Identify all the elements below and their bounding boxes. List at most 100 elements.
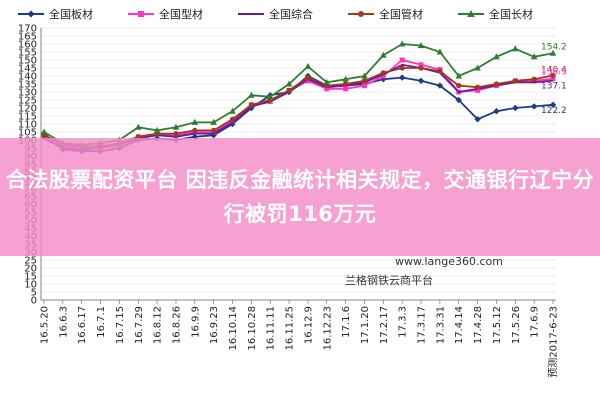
data-point xyxy=(266,93,274,100)
x-tick-label: 17.3.3 xyxy=(398,306,409,338)
legend-item: 全国综合 xyxy=(238,7,313,21)
y-tick-label: 10 xyxy=(24,280,37,291)
x-tick-label: 16.11.25 xyxy=(285,306,296,351)
x-tick-label: 16.7.1 xyxy=(96,306,107,338)
data-point xyxy=(380,51,387,58)
data-point xyxy=(418,65,424,71)
data-point xyxy=(286,87,292,93)
data-point xyxy=(550,76,556,82)
data-point xyxy=(305,78,311,84)
x-tick-label: 17.4.14 xyxy=(454,306,465,344)
legend-item: 全国板材 xyxy=(18,7,93,21)
x-tick-label: 预测2017-6-23 xyxy=(547,306,560,378)
data-point xyxy=(530,53,538,60)
x-tick-label: 16.9.9 xyxy=(190,306,201,338)
data-point xyxy=(343,86,349,92)
data-point xyxy=(550,72,556,78)
x-tick-label: 16.8.26 xyxy=(171,306,182,344)
data-point xyxy=(437,68,443,74)
data-point xyxy=(248,91,255,98)
x-tick-label: 17.3.17 xyxy=(417,306,428,344)
legend-marker xyxy=(138,11,144,17)
data-point xyxy=(229,116,236,122)
y-tick-label: 160 xyxy=(18,40,37,51)
data-point xyxy=(417,42,425,49)
y-tick-label: 25 xyxy=(24,256,37,267)
data-point xyxy=(361,83,367,89)
y-tick-label: 135 xyxy=(18,80,37,91)
data-point xyxy=(436,48,444,55)
series-line xyxy=(43,59,554,149)
y-tick-label: 140 xyxy=(18,72,37,83)
data-point xyxy=(456,83,462,89)
y-tick-label: 170 xyxy=(18,24,37,35)
series-lines xyxy=(40,40,557,155)
data-point xyxy=(323,78,331,85)
x-axis: 16.5.20 16.6.3 16.6.17 16.7.1 16.7.15 16.7.29… xyxy=(40,299,560,378)
y-tick-label: 0 xyxy=(31,296,37,307)
data-point xyxy=(530,103,538,110)
data-point xyxy=(512,104,519,112)
x-tick-label: 16.10.14 xyxy=(228,306,239,351)
series-3 xyxy=(43,63,554,151)
y-tick-label: 110 xyxy=(18,120,37,131)
data-point xyxy=(493,81,500,87)
data-point xyxy=(40,128,48,135)
data-point xyxy=(361,72,368,79)
watermark-url: www.lange360.com xyxy=(395,255,503,268)
data-point xyxy=(172,123,180,130)
y-tick-label: 150 xyxy=(18,56,37,67)
data-point xyxy=(398,74,406,81)
legend-marker xyxy=(358,11,364,17)
data-point xyxy=(192,127,198,133)
x-tick-label: 16.6.3 xyxy=(58,306,69,338)
data-point xyxy=(342,75,349,82)
y-tick-label: 105 xyxy=(18,128,37,139)
legend-label: 全国型材 xyxy=(159,7,203,21)
data-point xyxy=(211,127,217,133)
data-point xyxy=(399,65,405,71)
x-tick-label: 16.12.23 xyxy=(322,306,333,351)
data-point xyxy=(549,49,557,56)
data-point xyxy=(248,102,254,108)
x-tick-label: 17.6.9 xyxy=(530,306,541,338)
end-value-label: 140.4 xyxy=(541,65,567,75)
legend-item: 全国长材 xyxy=(458,7,533,21)
data-point xyxy=(455,72,463,79)
data-point xyxy=(324,86,330,92)
data-point xyxy=(474,64,481,71)
y-tick-label: 15 xyxy=(24,272,37,283)
data-point xyxy=(512,78,518,84)
y-tick-label: 5 xyxy=(31,288,37,299)
data-point xyxy=(549,101,557,108)
data-point xyxy=(361,78,368,84)
legend-label: 全国管材 xyxy=(379,7,423,21)
x-tick-label: 16.12.9 xyxy=(303,306,314,344)
x-tick-label: 17.2.17 xyxy=(379,306,390,344)
y-tick-label: 130 xyxy=(18,88,37,99)
data-point xyxy=(418,62,424,68)
end-value-label: 154.2 xyxy=(541,42,567,52)
series-5 xyxy=(40,40,557,148)
data-point xyxy=(380,70,386,76)
banner-headline[interactable]: 合法股票配资平台 因违反金融统计相关规定，交通银行辽宁分行被罚116万元 xyxy=(5,168,595,226)
y-tick-label: 115 xyxy=(18,112,37,123)
news-banner[interactable]: 合法股票配资平台 因违反金融统计相关规定，交通银行辽宁分行被罚116万元 xyxy=(0,138,600,256)
data-point xyxy=(475,87,481,93)
x-tick-label: 17.4.28 xyxy=(473,306,484,344)
legend-label: 全国长材 xyxy=(489,7,533,21)
y-tick-label: 165 xyxy=(18,32,37,43)
data-point xyxy=(493,53,500,60)
data-point xyxy=(173,131,179,137)
end-value-label: 122.2 xyxy=(541,106,567,116)
data-point xyxy=(229,107,236,114)
data-point xyxy=(210,118,217,125)
legend-marker xyxy=(27,10,35,18)
x-tick-label: 17.3.31 xyxy=(435,306,446,344)
data-point xyxy=(455,96,462,104)
x-tick-label: 16.6.17 xyxy=(77,306,88,344)
data-point xyxy=(474,84,481,90)
legend-marker xyxy=(467,10,475,17)
